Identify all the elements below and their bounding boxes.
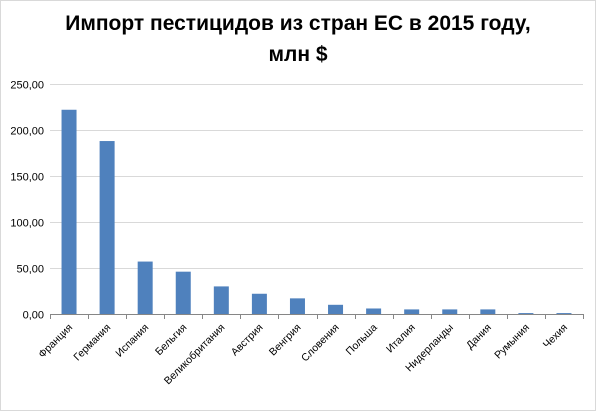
y-tick-label: 0,00 bbox=[23, 310, 44, 322]
bar bbox=[99, 141, 115, 314]
x-tick-label: Венгрия bbox=[267, 322, 304, 359]
bar bbox=[137, 261, 153, 314]
x-tick-label: Германия bbox=[71, 322, 113, 364]
bar bbox=[61, 109, 77, 314]
chart-title-line2: млн $ bbox=[268, 43, 328, 66]
y-tick-label: 150,00 bbox=[10, 172, 44, 184]
bar bbox=[289, 298, 305, 314]
x-tick-label: Дания bbox=[464, 322, 494, 352]
y-tick-label: 250,00 bbox=[10, 80, 44, 92]
x-tick-label: Румыния bbox=[492, 322, 532, 362]
y-tick-label: 100,00 bbox=[10, 218, 44, 230]
bar bbox=[556, 313, 572, 314]
y-tick-label: 200,00 bbox=[10, 126, 44, 138]
y-axis-ticks: 0,00 50,00 100,00 150,00 200,00 250,00 bbox=[10, 80, 44, 322]
gridlines bbox=[50, 84, 583, 315]
bar bbox=[328, 304, 344, 314]
bar bbox=[251, 293, 267, 314]
bar bbox=[404, 309, 420, 314]
bar bbox=[366, 308, 382, 314]
bar bbox=[175, 271, 191, 314]
x-tick-label: Чехия bbox=[541, 322, 570, 351]
bar bbox=[442, 309, 458, 314]
bars bbox=[61, 109, 572, 314]
x-tick-label: Словения bbox=[299, 322, 342, 365]
chart-title: Импорт пестицидов из стран ЕС в 2015 год… bbox=[0, 8, 596, 70]
bar bbox=[480, 309, 496, 314]
x-tick-label: Италия bbox=[384, 322, 418, 356]
x-tick-label: Франция bbox=[36, 322, 75, 361]
x-axis-ticks bbox=[50, 314, 584, 319]
x-tick-label: Австрия bbox=[229, 322, 266, 359]
chart-title-line1: Импорт пестицидов из стран ЕС в 2015 год… bbox=[65, 12, 531, 35]
x-tick-label: Испания bbox=[113, 322, 151, 360]
bar bbox=[213, 286, 229, 314]
x-tick-label: Бельгия bbox=[153, 322, 189, 358]
y-tick-label: 50,00 bbox=[16, 264, 44, 276]
x-tick-label: Польша bbox=[344, 322, 380, 358]
bar bbox=[518, 313, 534, 314]
